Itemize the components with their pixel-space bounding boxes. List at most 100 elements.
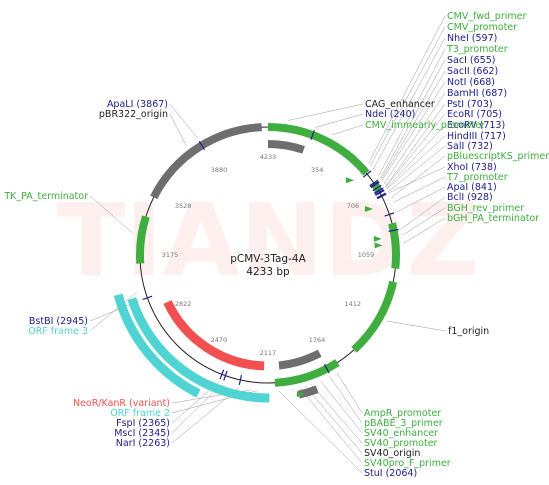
leader-20 <box>288 103 364 121</box>
site-marker-14 <box>323 363 330 374</box>
leader-13 <box>391 155 446 198</box>
leader-26 <box>320 380 363 434</box>
label-21: NdeI (240) <box>365 109 415 120</box>
leader-24 <box>336 372 363 414</box>
tick-label-3: 1059 <box>358 251 375 259</box>
site-marker-7 <box>374 187 384 194</box>
label-34: MscI (2345) <box>114 428 170 439</box>
leader-15 <box>393 176 446 203</box>
label-1: CMV_promoter <box>447 22 517 33</box>
label-4: SacI (655) <box>447 55 495 66</box>
primer-arrow-2 <box>373 235 382 242</box>
f1-origin-arc <box>351 280 398 353</box>
watermark: TIANDZ <box>57 182 479 299</box>
site-marker-9 <box>375 189 385 196</box>
label-38: TK_PA_terminator <box>3 191 88 202</box>
label-14: XhoI (738) <box>447 162 497 173</box>
label-33: FspI (2365) <box>116 418 170 429</box>
label-35: NarI (2263) <box>116 438 170 449</box>
label-22: CMV_immearly_promoter <box>365 120 485 131</box>
label-9: EcoRI (705) <box>447 109 502 120</box>
leader-40 <box>169 113 187 147</box>
label-25: pBABE_3_primer <box>364 418 443 429</box>
label-30: StuI (2064) <box>364 468 417 479</box>
label-10: EcoRV (713) <box>447 120 505 131</box>
orf2-arc <box>127 297 270 403</box>
leader-3 <box>378 48 446 177</box>
site-marker-10 <box>376 192 386 199</box>
site-marker-5 <box>372 184 382 192</box>
label-13: pBluescriptKS_primer <box>447 151 549 162</box>
tick-label-7: 2470 <box>211 336 228 344</box>
label-11: HindIII (717) <box>447 131 506 142</box>
plasmid-size: 4233 bp <box>246 266 290 278</box>
label-28: SV40_origin <box>364 448 420 459</box>
site-marker-15 <box>238 374 243 385</box>
tick-label-2: 706 <box>347 202 359 210</box>
tk-pa-arc <box>136 215 150 264</box>
leader-25 <box>329 376 363 424</box>
leader-7 <box>383 92 446 184</box>
cmv-promoter-arc <box>267 123 370 176</box>
label-0: CMV_fwd_primer <box>447 11 526 22</box>
primer-arrow-1 <box>364 205 373 212</box>
label-6: NotI (668) <box>447 77 495 88</box>
leader-18 <box>402 207 446 236</box>
tick-label-0: 4233 <box>260 153 277 161</box>
leader-28 <box>304 385 363 454</box>
leader-21 <box>315 113 364 128</box>
site-markers <box>142 130 399 385</box>
plasmid-name: pCMV-3Tag-4A <box>230 253 306 265</box>
label-17: BclI (928) <box>447 192 493 203</box>
leader-29 <box>299 387 363 464</box>
label-8: PstI (703) <box>447 99 493 110</box>
label-29: SV40pro_F_primer <box>364 458 451 469</box>
cmv-enhancer-arc <box>267 140 305 154</box>
label-7: BamHI (687) <box>447 88 507 99</box>
feature-arcs <box>113 123 400 403</box>
leader-10 <box>386 124 446 189</box>
label-27: SV40_promoter <box>364 438 438 449</box>
ampr-promoter-arc <box>274 359 340 387</box>
label-24: AmpR_promoter <box>364 408 441 419</box>
tick-label-11: 3880 <box>211 166 228 174</box>
leader-22 <box>331 124 364 136</box>
label-37: ORF frame 3 <box>28 326 88 337</box>
label-32: ORF frame 2 <box>110 408 170 419</box>
leader-6 <box>381 81 446 181</box>
site-marker-12 <box>384 212 395 217</box>
leader-11 <box>386 135 446 190</box>
label-31: NeoR/KanR (variant) <box>73 398 170 409</box>
tick-label-9: 3175 <box>162 251 179 259</box>
leader-8 <box>385 103 446 187</box>
leader-27 <box>310 383 363 444</box>
leader-16 <box>396 186 446 213</box>
label-12: SalI (732) <box>447 141 493 152</box>
orf3-arc <box>113 293 201 398</box>
leader-39 <box>169 103 198 139</box>
tick-label-6: 2117 <box>260 349 277 357</box>
tick-label-4: 1412 <box>345 300 362 308</box>
leader-5 <box>380 70 446 180</box>
leader-17 <box>401 196 446 230</box>
site-marker-17 <box>219 369 225 380</box>
site-marker-2 <box>369 179 379 187</box>
tick-label-1: 354 <box>311 166 323 174</box>
leader-12 <box>388 145 446 192</box>
primer-arrow-3 <box>374 242 383 249</box>
leader-9 <box>385 113 446 188</box>
leader-23 <box>386 320 447 332</box>
site-marker-19 <box>198 140 205 151</box>
primer-arrow-0 <box>346 177 355 184</box>
site-marker-0 <box>310 130 315 140</box>
tick-label-10: 3528 <box>175 202 192 210</box>
position-ticks: 4233 354 706 1059 1412 1764 2117 2470 2822 3175 35… <box>162 153 375 357</box>
leader-0 <box>368 15 446 164</box>
leader-30 <box>278 390 363 474</box>
leader-37 <box>89 291 138 332</box>
site-marker-13 <box>388 228 399 232</box>
leader-4 <box>380 59 446 179</box>
site-marker-11 <box>377 193 387 200</box>
leader-2 <box>373 37 446 170</box>
